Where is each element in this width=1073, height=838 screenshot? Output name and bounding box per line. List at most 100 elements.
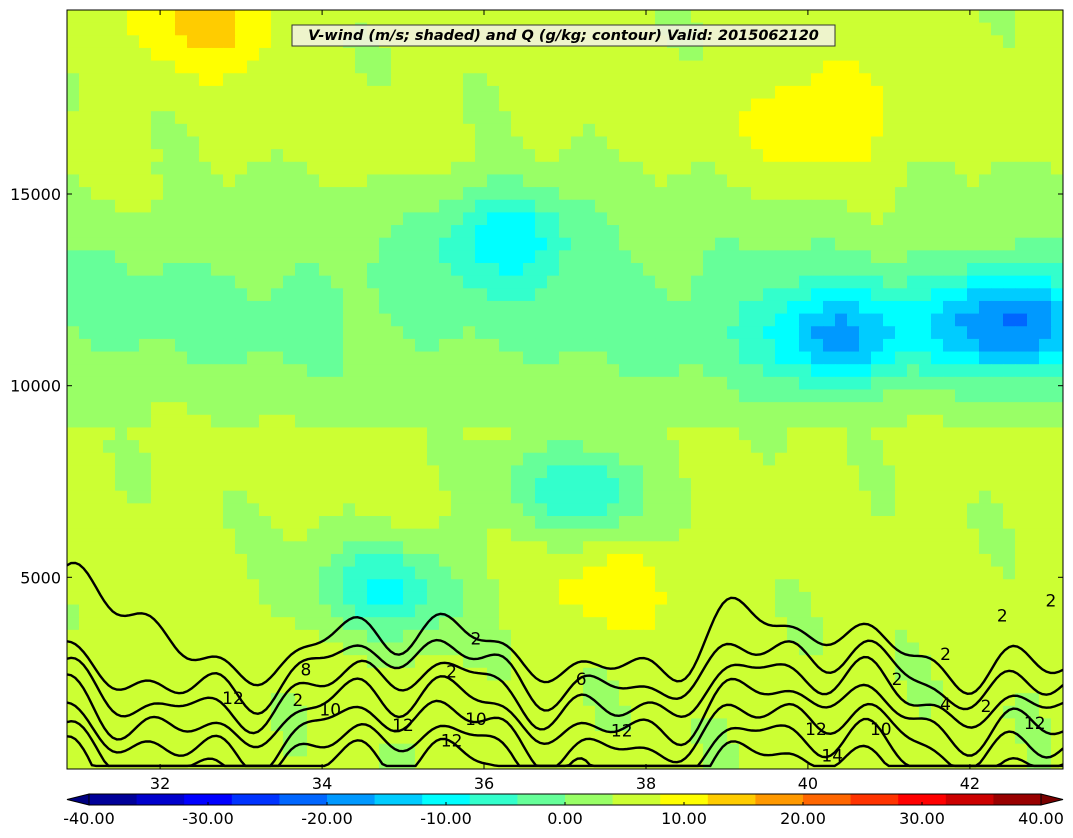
field-cell	[631, 98, 644, 112]
field-cell	[547, 376, 560, 391]
field-cell	[607, 402, 620, 416]
field-cell	[427, 478, 440, 492]
field-cell	[931, 693, 944, 707]
field-cell	[151, 263, 164, 277]
field-cell	[1027, 123, 1040, 138]
field-cell	[1003, 187, 1016, 201]
field-cell	[619, 85, 632, 100]
field-cell	[151, 73, 164, 87]
field-cell	[247, 136, 260, 150]
field-cell	[847, 655, 860, 669]
field-cell	[715, 199, 728, 213]
field-cell	[691, 275, 704, 289]
field-cell	[307, 427, 320, 441]
field-cell	[187, 579, 200, 593]
field-cell	[139, 300, 152, 315]
field-cell	[955, 326, 968, 340]
field-cell	[247, 731, 260, 745]
field-cell	[91, 85, 104, 100]
field-cell	[1027, 465, 1040, 479]
field-cell	[487, 60, 500, 74]
field-cell	[67, 414, 80, 429]
field-cell	[487, 300, 500, 315]
field-cell	[667, 566, 680, 580]
field-cell	[307, 667, 320, 682]
field-cell	[91, 161, 104, 176]
field-cell	[79, 111, 92, 125]
field-cell	[523, 149, 536, 163]
field-cell	[667, 718, 680, 732]
field-cell	[907, 250, 920, 264]
field-cell	[211, 516, 224, 530]
field-cell	[319, 10, 332, 24]
field-cell	[895, 212, 908, 226]
field-cell	[379, 516, 392, 530]
field-cell	[751, 528, 764, 542]
field-cell	[619, 452, 632, 466]
field-cell	[223, 376, 236, 391]
field-cell	[691, 10, 704, 24]
field-cell	[787, 541, 800, 555]
field-cell	[931, 22, 944, 36]
field-cell	[523, 326, 536, 340]
field-cell	[175, 47, 188, 62]
field-cell	[1039, 313, 1052, 327]
field-cell	[379, 123, 392, 138]
field-cell	[739, 123, 752, 138]
field-cell	[79, 427, 92, 441]
field-cell	[175, 364, 188, 378]
field-cell	[991, 528, 1004, 542]
field-cell	[715, 212, 728, 226]
field-cell	[403, 667, 416, 682]
field-cell	[595, 440, 608, 454]
field-cell	[187, 73, 200, 87]
field-cell	[823, 161, 836, 176]
field-cell	[271, 187, 284, 201]
field-cell	[247, 85, 260, 100]
field-cell	[247, 250, 260, 264]
field-cell	[703, 465, 716, 479]
field-cell	[691, 478, 704, 492]
field-cell	[427, 414, 440, 429]
field-cell	[511, 528, 524, 542]
field-cell	[163, 136, 176, 150]
field-cell	[499, 503, 512, 517]
field-cell	[619, 478, 632, 492]
field-cell	[259, 123, 272, 138]
field-cell	[427, 237, 440, 251]
field-cell	[367, 338, 380, 353]
field-cell	[91, 364, 104, 378]
field-cell	[679, 566, 692, 580]
field-cell	[1027, 263, 1040, 277]
field-cell	[235, 743, 248, 757]
field-cell	[667, 452, 680, 466]
field-cell	[871, 364, 884, 378]
field-cell	[943, 300, 956, 315]
field-cell	[103, 731, 116, 745]
field-cell	[355, 237, 368, 251]
field-cell	[475, 199, 488, 213]
field-cell	[559, 490, 572, 504]
field-cell	[247, 263, 260, 277]
field-cell	[655, 174, 668, 188]
field-cell	[235, 629, 248, 644]
field-cell	[283, 60, 296, 74]
field-cell	[247, 490, 260, 504]
field-cell	[463, 98, 476, 112]
field-cell	[451, 300, 464, 315]
field-cell	[499, 199, 512, 213]
field-cell	[367, 73, 380, 87]
field-cell	[547, 351, 560, 365]
field-cell	[247, 478, 260, 492]
field-cell	[427, 60, 440, 74]
field-cell	[979, 22, 992, 36]
field-cell	[427, 275, 440, 289]
field-cell	[775, 313, 788, 327]
field-cell	[931, 553, 944, 568]
field-cell	[955, 111, 968, 125]
field-cell	[415, 503, 428, 517]
field-cell	[967, 756, 980, 769]
field-cell	[475, 187, 488, 201]
field-cell	[991, 98, 1004, 112]
field-cell	[739, 731, 752, 745]
